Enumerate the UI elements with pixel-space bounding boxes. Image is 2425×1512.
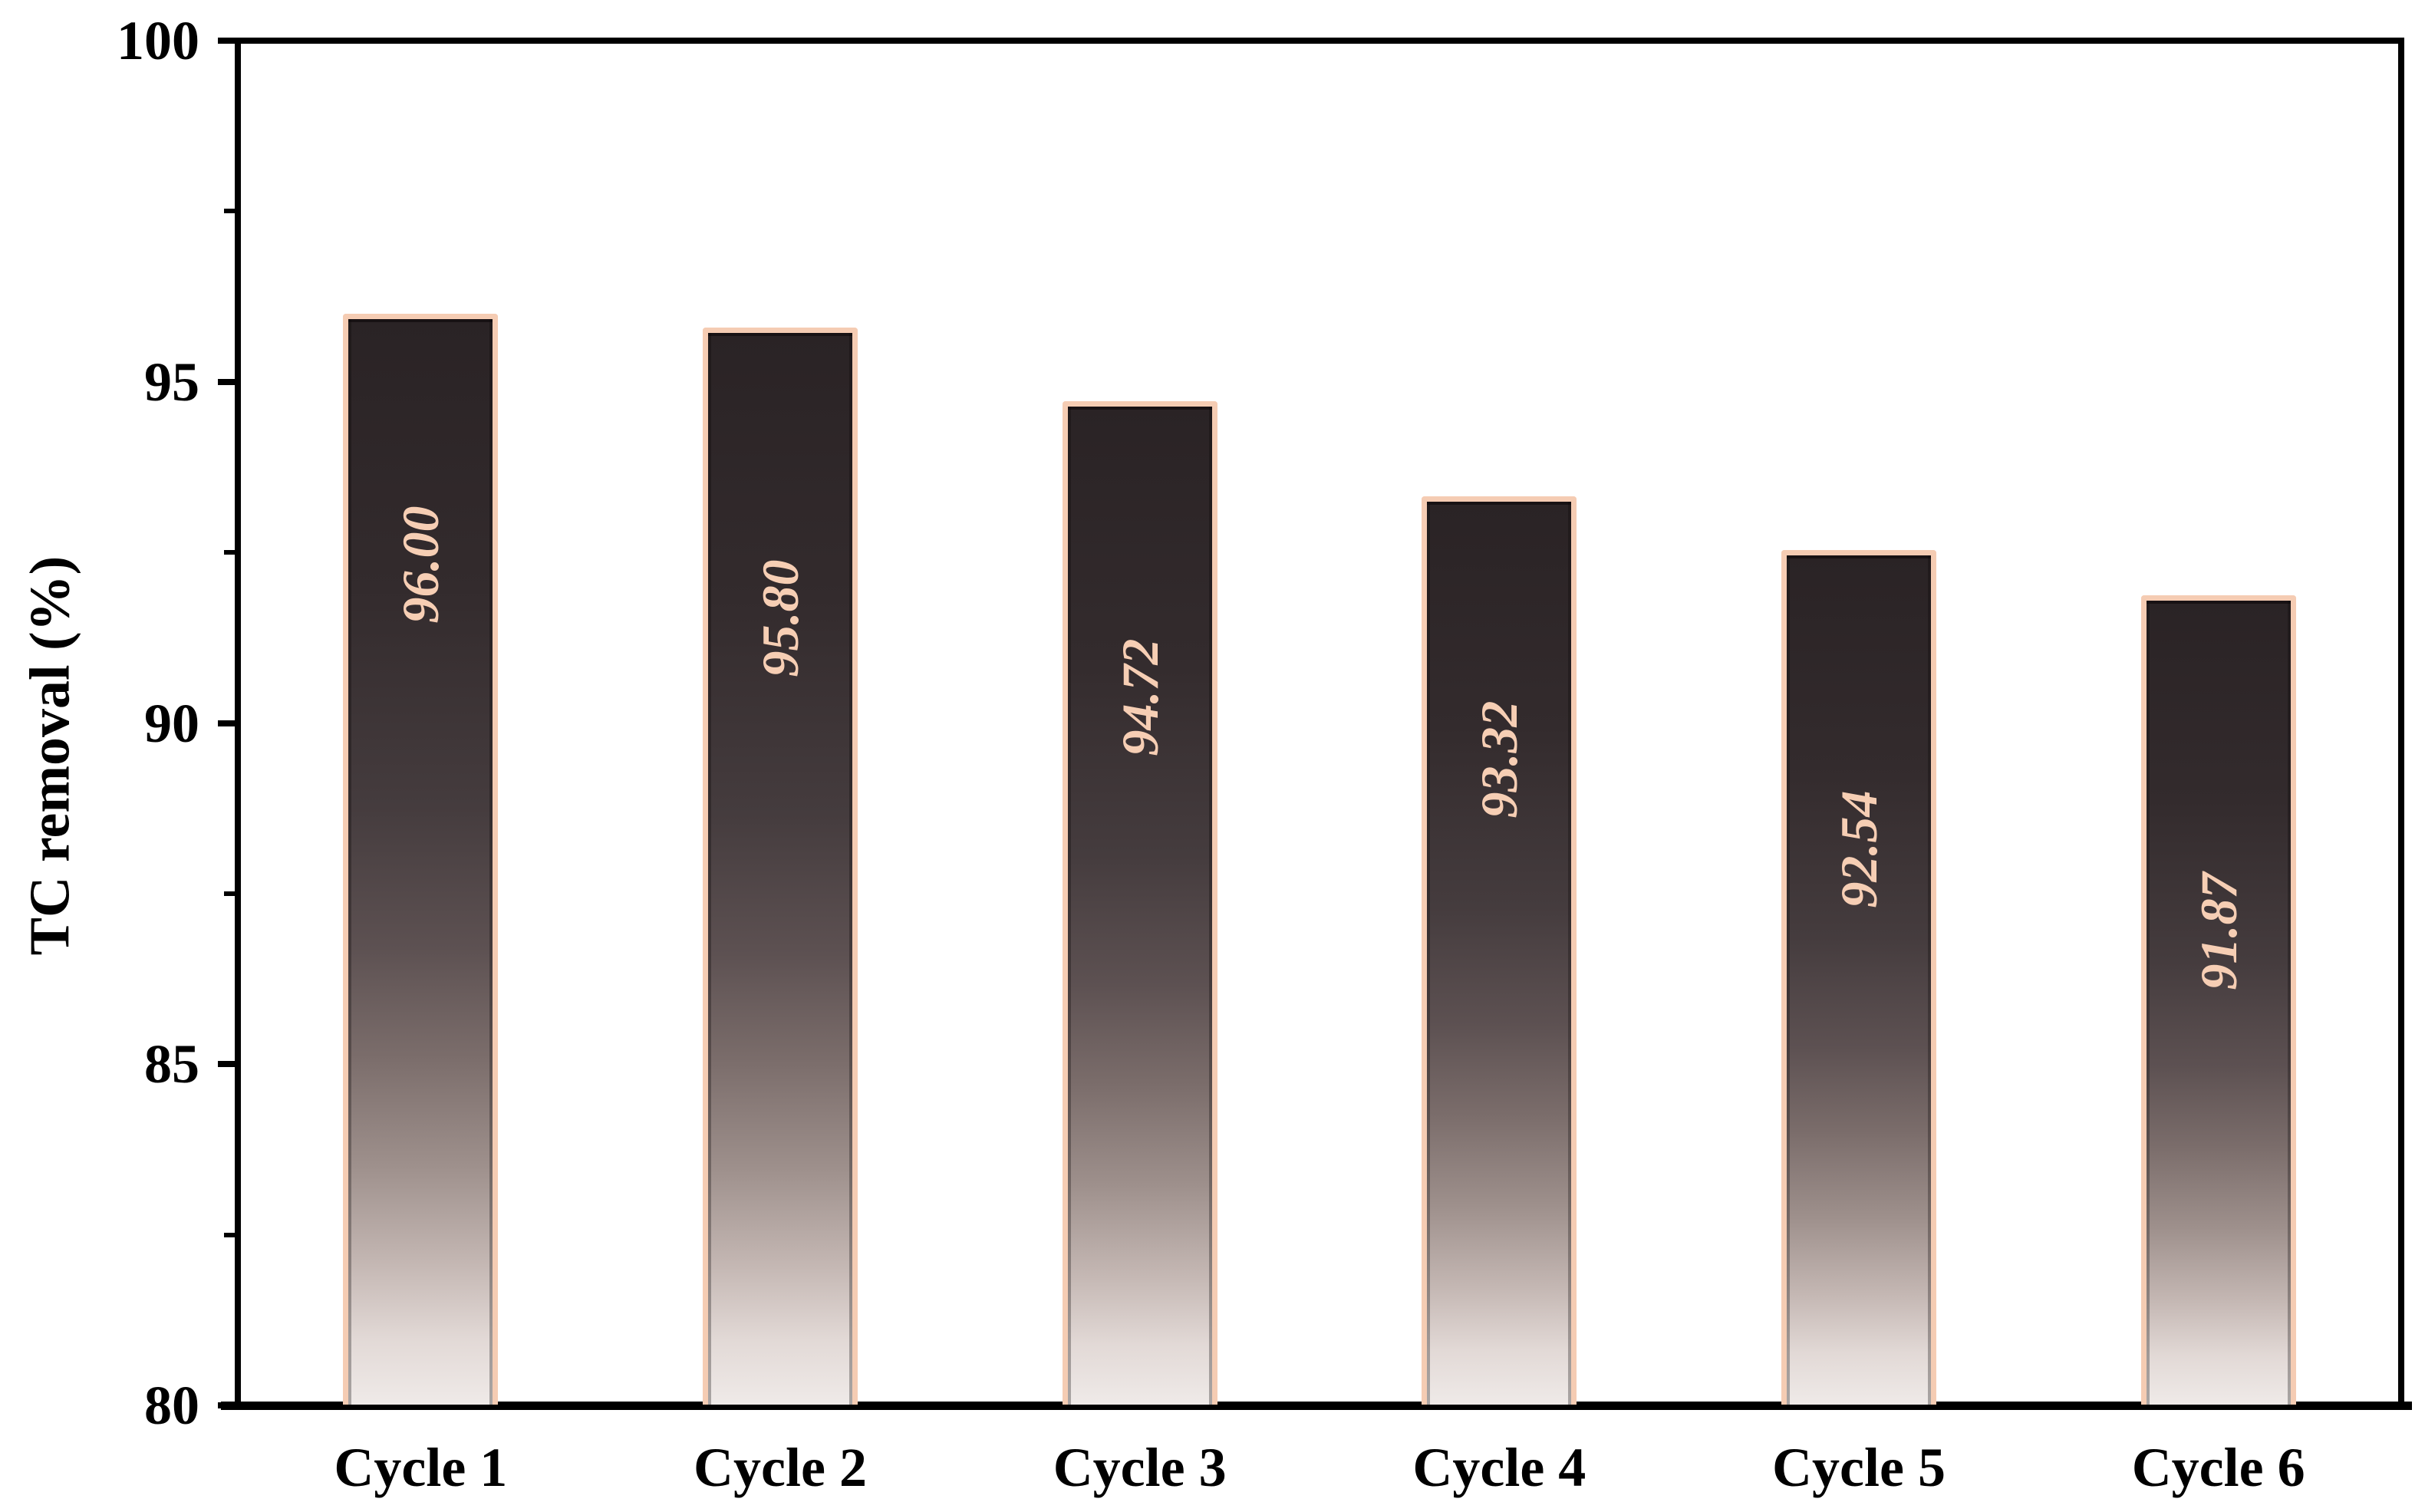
bar-value-label: 96.00: [391, 506, 450, 624]
y-tick-label: 90: [144, 692, 199, 754]
y-axis-minor-tick: [224, 550, 235, 555]
bar-cycle-1: [343, 313, 499, 1405]
y-axis-major-tick: [218, 1061, 235, 1068]
bar-cycle-5: [1781, 549, 1936, 1405]
x-category-label: Cycle 6: [2131, 1437, 2305, 1498]
plot-right-spine: [2398, 38, 2404, 1406]
x-category-label: Cycle 2: [694, 1437, 867, 1498]
y-axis-major-tick: [218, 1402, 235, 1408]
y-axis-major-tick: [218, 378, 235, 385]
y-axis-major-tick: [218, 720, 235, 726]
y-axis-minor-tick: [224, 891, 235, 896]
bar-value-label: 93.32: [1470, 700, 1529, 819]
bar-value-label: 92.54: [1830, 790, 1888, 908]
y-tick-label: 95: [144, 351, 199, 413]
y-axis-minor-tick: [224, 1232, 235, 1237]
bar-cycle-3: [1062, 400, 1217, 1405]
y-tick-label: 85: [144, 1033, 199, 1095]
y-tick-label: 100: [117, 10, 199, 71]
x-category-label: Cycle 3: [1053, 1437, 1227, 1498]
bar-value-label: 95.80: [751, 559, 809, 677]
bar-value-label: 91.87: [2189, 872, 2248, 990]
bar-cycle-6: [2140, 595, 2296, 1405]
bar-value-label: 94.72: [1110, 638, 1169, 756]
bar-cycle-4: [1422, 496, 1577, 1405]
x-category-label: Cycle 5: [1772, 1437, 1946, 1498]
y-tick-label: 80: [144, 1375, 199, 1436]
y-axis-left-spine: [235, 38, 241, 1406]
bar-cycle-2: [703, 327, 858, 1405]
y-axis-title: TC removal (%): [18, 555, 82, 956]
x-category-label: Cycle 1: [334, 1437, 508, 1498]
x-axis-line: [221, 1402, 2412, 1410]
y-axis-minor-tick: [224, 209, 235, 214]
plot-top-spine: [235, 38, 2404, 44]
x-category-label: Cycle 4: [1412, 1437, 1586, 1498]
y-axis-major-tick: [218, 38, 235, 44]
